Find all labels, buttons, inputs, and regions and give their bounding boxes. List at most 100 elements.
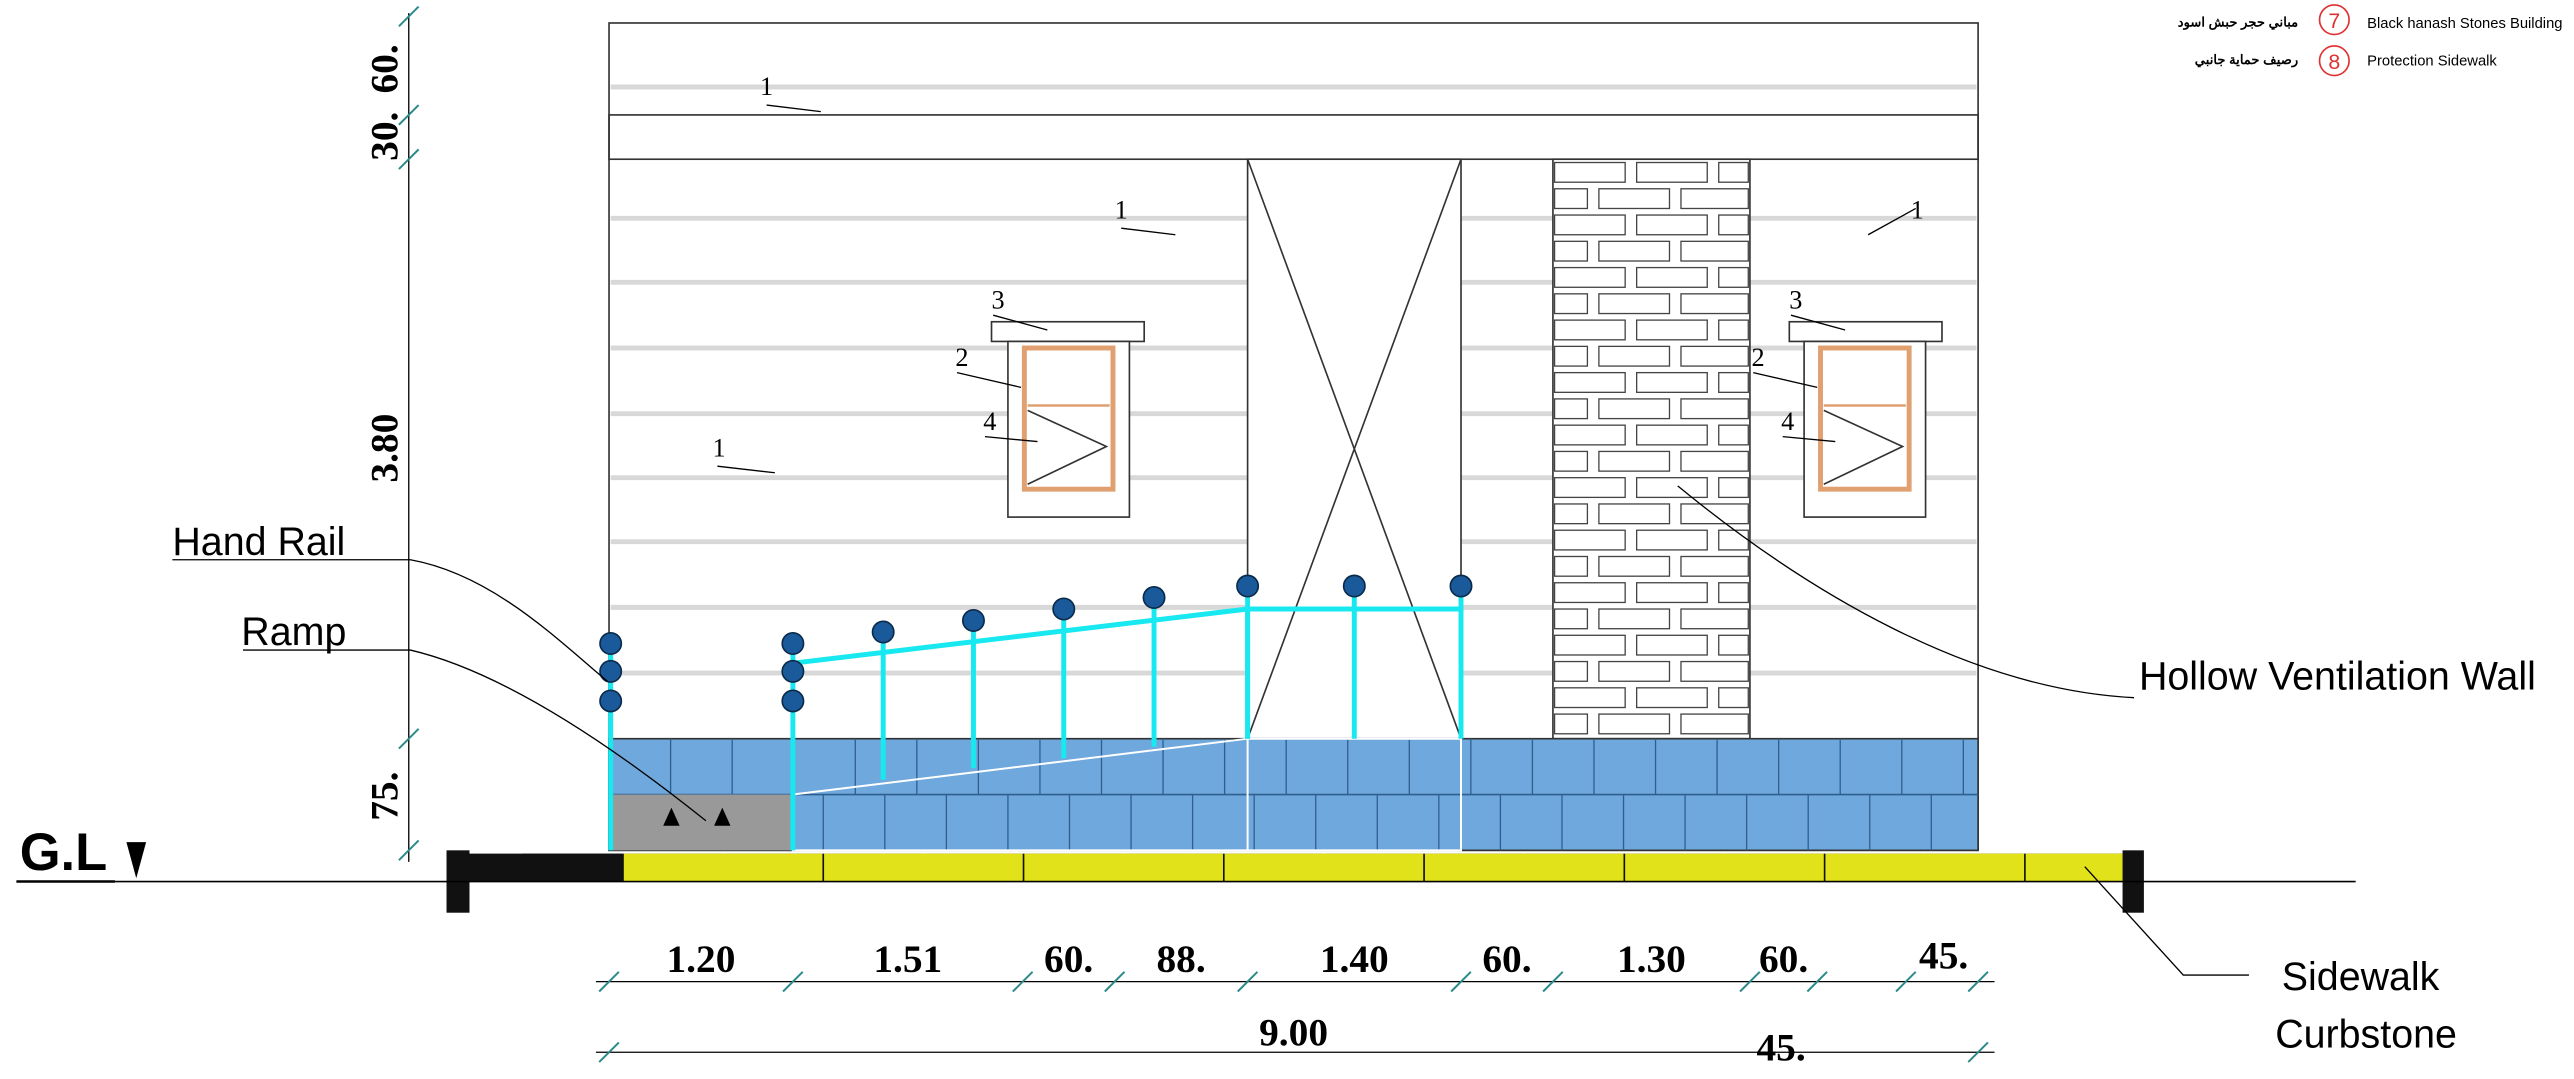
tag: 3 <box>1789 286 1802 315</box>
sidewalk-stripe <box>1024 853 1125 882</box>
rail-knob <box>599 632 623 655</box>
brick <box>1553 398 1589 420</box>
brick <box>1718 371 1749 393</box>
rail-knob <box>1052 597 1076 621</box>
window-sash <box>1818 345 1912 492</box>
sidewalk-stripe <box>1625 853 1726 882</box>
rail-knob <box>1342 574 1366 598</box>
dimension: 1.30 <box>1617 937 1686 981</box>
leader <box>172 559 608 682</box>
brick <box>1553 293 1589 315</box>
ramp-arrow <box>663 807 680 826</box>
tag-leader <box>1782 436 1836 443</box>
dimension-tick <box>1450 971 1472 993</box>
tag: 1 <box>1115 195 1128 224</box>
brick <box>1718 477 1749 499</box>
brick <box>1553 503 1589 525</box>
tag-leader <box>956 371 1022 389</box>
dimension: 60. <box>1044 937 1093 981</box>
rail-knob <box>599 689 623 713</box>
dimension-tick <box>598 1041 620 1063</box>
brick <box>1635 687 1708 709</box>
brick <box>1718 582 1749 604</box>
dimension: 30. <box>362 112 406 161</box>
dimension: 9.00 <box>1259 1011 1328 1055</box>
annotation: Sidewalk <box>2282 955 2440 999</box>
dimension-tick <box>1895 971 1917 993</box>
dimension-tick <box>598 971 620 993</box>
brick <box>1635 477 1708 499</box>
rail-knob <box>961 609 985 633</box>
brick <box>1598 713 1671 735</box>
dimension: 60. <box>362 44 406 93</box>
brick <box>1635 634 1708 656</box>
ground-level-label: G.L <box>20 823 108 882</box>
leader <box>1677 485 2135 699</box>
brick <box>1553 529 1626 551</box>
legend-label: Black hanash Stones Building <box>2367 16 2562 32</box>
brick <box>1635 371 1708 393</box>
tag: 1 <box>1911 195 1924 224</box>
brick <box>1718 529 1749 551</box>
tag-leader <box>1790 314 1846 331</box>
brick <box>1553 345 1589 367</box>
brick <box>1553 555 1589 577</box>
brick <box>1718 214 1749 236</box>
tag-leader <box>984 436 1038 443</box>
brick <box>1553 713 1589 735</box>
brick <box>1553 214 1626 236</box>
brick <box>1635 266 1708 288</box>
brick <box>1680 713 1749 735</box>
tag-leader <box>766 104 821 113</box>
dimension: 75. <box>362 772 406 821</box>
brick <box>1598 240 1671 262</box>
dimension-tick <box>1739 971 1761 993</box>
dimension: 88. <box>1157 937 1206 981</box>
dimension: 1.20 <box>667 937 736 981</box>
brick <box>1680 450 1749 472</box>
legend-circle <box>2318 4 2350 36</box>
tag: 1 <box>760 72 773 101</box>
sidewalk-stripe <box>1224 853 1325 882</box>
leader <box>242 649 707 822</box>
sidewalk-stripe <box>1723 853 1824 882</box>
brick <box>1553 634 1626 656</box>
rail-knob <box>781 689 805 713</box>
brick <box>1553 477 1626 499</box>
dimension: 1.40 <box>1320 937 1389 981</box>
ground-marker <box>126 842 147 879</box>
brick <box>1553 660 1589 682</box>
sidewalk-stripe <box>824 853 925 882</box>
brick <box>1680 503 1749 525</box>
legend-number: 8 <box>2328 50 2340 74</box>
dimension-tick <box>398 104 420 126</box>
brick <box>1553 319 1626 341</box>
brick <box>1553 266 1626 288</box>
parapet-band <box>608 114 1979 161</box>
dimension: 60. <box>1759 937 1808 981</box>
legend-number: 7 <box>2328 9 2340 33</box>
brick <box>1598 188 1671 210</box>
ramp-arrow <box>714 807 731 826</box>
tag: 4 <box>983 407 996 436</box>
tag-leader <box>1753 371 1818 389</box>
brick <box>1553 687 1626 709</box>
brick <box>1680 608 1749 630</box>
window-sash <box>1021 345 1116 492</box>
window-opening <box>1027 409 1109 486</box>
annotation: Ramp <box>241 610 346 654</box>
rail-knob <box>1449 574 1473 598</box>
brick <box>1598 660 1671 682</box>
sidewalk-stripe <box>722 853 823 882</box>
brick <box>1553 450 1589 472</box>
brick <box>1680 398 1749 420</box>
brick <box>1635 529 1708 551</box>
horizontal-dimensions: 1.20 1.51 60. 88. 1.40 60. 1.30 60. 45. <box>667 934 1969 981</box>
dimension-tick <box>398 148 420 170</box>
brick <box>1553 161 1626 183</box>
brick <box>1718 161 1749 183</box>
tag: 1 <box>712 433 725 462</box>
window-sill <box>990 320 1146 343</box>
